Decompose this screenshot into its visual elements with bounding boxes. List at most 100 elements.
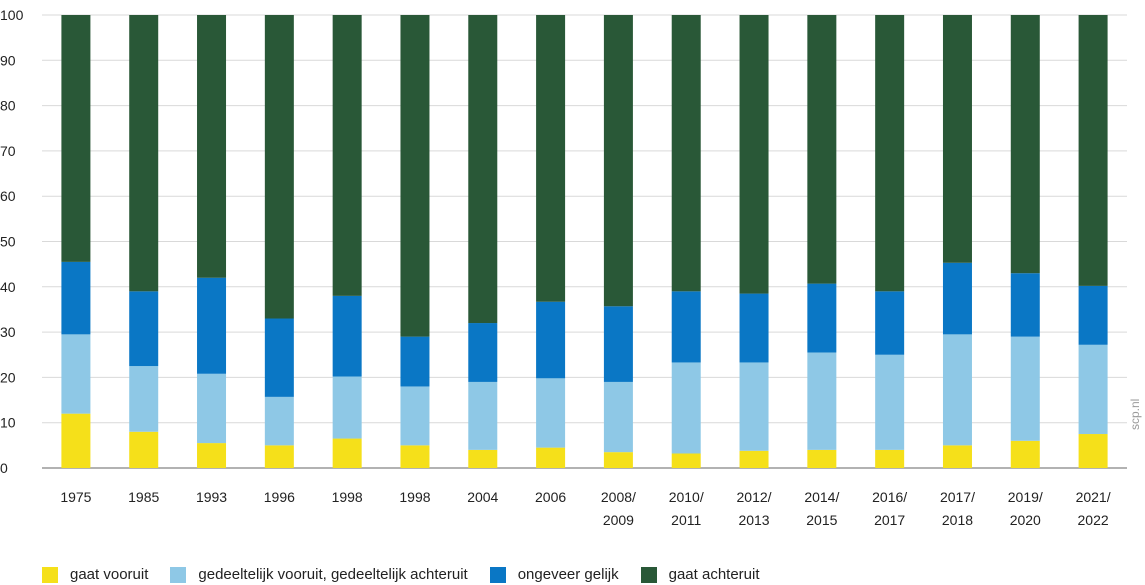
bar-segment <box>603 452 633 468</box>
bar-segment <box>671 15 701 292</box>
bar-segment <box>671 453 701 468</box>
x-tick-label: 1998 <box>399 489 430 505</box>
bar-segment <box>1078 434 1108 468</box>
bar-segment <box>1010 440 1040 468</box>
legend-label: gaat achteruit <box>668 566 760 583</box>
bar-segment <box>129 291 159 367</box>
bar-segment <box>1010 273 1040 337</box>
bar-segment <box>468 15 498 324</box>
bar-segment <box>197 277 227 374</box>
bar-segment <box>807 283 837 353</box>
y-tick-label: 20 <box>0 369 16 385</box>
bar-segment <box>400 386 430 446</box>
bar-segment <box>942 262 972 335</box>
legend-item-gedeeltelijk: gedeeltelijk vooruit, gedeeltelijk achte… <box>170 566 468 583</box>
bar-segment <box>1078 15 1108 286</box>
y-axis: 0 10 20 30 40 50 60 70 80 90 100 <box>0 7 24 476</box>
bar-segment <box>942 15 972 263</box>
bar-segment <box>807 449 837 468</box>
x-tick-label: 2013 <box>738 512 769 528</box>
bar-segment <box>1010 15 1040 274</box>
watermark: scp.nl <box>1128 398 1142 430</box>
bar-segment <box>671 362 701 454</box>
bar-segment <box>400 336 430 387</box>
bar-segment <box>332 15 362 296</box>
bar-segment <box>942 334 972 446</box>
bar-segment <box>129 431 159 468</box>
bar-segment <box>61 15 91 262</box>
y-tick-label: 50 <box>0 234 16 250</box>
legend-item-ongeveer-gelijk: ongeveer gelijk <box>489 566 619 583</box>
legend-label: gaat vooruit <box>70 566 149 583</box>
y-tick-label: 30 <box>0 324 16 340</box>
bar-segment <box>739 15 769 294</box>
bars <box>61 15 1108 468</box>
bar-segment <box>264 15 294 319</box>
bar-segment <box>129 15 159 292</box>
bar-segment <box>875 449 905 468</box>
bar-segment <box>264 445 294 468</box>
x-tick-label: 2012/ <box>737 489 772 505</box>
legend-swatch <box>489 566 506 583</box>
y-tick-label: 40 <box>0 279 16 295</box>
x-tick-label: 2022 <box>1078 512 1109 528</box>
y-tick-label: 80 <box>0 98 16 114</box>
bar-segment <box>875 354 905 450</box>
x-tick-label: 2017/ <box>940 489 975 505</box>
legend-label: ongeveer gelijk <box>517 566 619 583</box>
bar-segment <box>536 447 566 468</box>
bar-segment <box>197 443 227 468</box>
bar-segment <box>1078 344 1108 435</box>
bar-segment <box>603 15 633 307</box>
bar-segment <box>61 261 91 335</box>
bar-segment <box>671 291 701 363</box>
bar-segment <box>875 291 905 355</box>
bar-segment <box>739 362 769 451</box>
legend-item-gaat-vooruit: gaat vooruit <box>42 566 148 583</box>
bar-segment <box>400 445 430 468</box>
y-tick-label: 90 <box>0 52 16 68</box>
y-tick-label: 60 <box>0 188 16 204</box>
y-tick-label: 100 <box>0 7 24 23</box>
bar-segment <box>942 445 972 468</box>
legend-swatch <box>42 566 58 583</box>
bar-segment <box>400 15 430 337</box>
bar-segment <box>1010 336 1040 441</box>
bar-segment <box>332 295 362 377</box>
bar-segment <box>61 334 91 414</box>
bar-segment <box>739 450 769 468</box>
x-tick-label: 2021/ <box>1076 489 1111 505</box>
bar-segment <box>468 323 498 382</box>
bar-segment <box>197 15 227 278</box>
bar-segment <box>739 293 769 363</box>
y-tick-label: 0 <box>0 460 8 476</box>
bar-segment <box>875 15 905 292</box>
bar-segment <box>332 438 362 468</box>
bar-segment <box>197 373 227 444</box>
x-tick-label: 1975 <box>60 489 91 505</box>
x-tick-label: 2016/ <box>872 489 907 505</box>
bar-segment <box>603 381 633 453</box>
bar-segment <box>264 396 294 446</box>
legend-swatch <box>640 566 657 583</box>
legend-swatch <box>170 566 187 583</box>
bar-segment <box>536 301 566 379</box>
bar-segment <box>807 15 837 284</box>
bar-segment <box>807 352 837 450</box>
x-tick-label: 2020 <box>1010 512 1041 528</box>
x-tick-label: 2011 <box>671 512 701 528</box>
y-tick-label: 70 <box>0 143 16 159</box>
legend-label: gedeeltelijk vooruit, gedeeltelijk achte… <box>198 566 468 583</box>
bar-segment <box>536 378 566 448</box>
x-tick-label: 1985 <box>128 489 159 505</box>
x-tick-label: 2004 <box>467 489 498 505</box>
x-axis: 1975 1985 1993 1996 1998 1998 2004 2006 2008/200… <box>60 489 1110 528</box>
x-tick-label: 2010/ <box>669 489 704 505</box>
x-tick-label: 1998 <box>332 489 363 505</box>
x-tick-label: 2006 <box>535 489 566 505</box>
bar-segment <box>332 376 362 439</box>
x-tick-label: 2017 <box>874 512 905 528</box>
x-tick-label: 2009 <box>603 512 634 528</box>
x-tick-label: 2008/ <box>601 489 636 505</box>
